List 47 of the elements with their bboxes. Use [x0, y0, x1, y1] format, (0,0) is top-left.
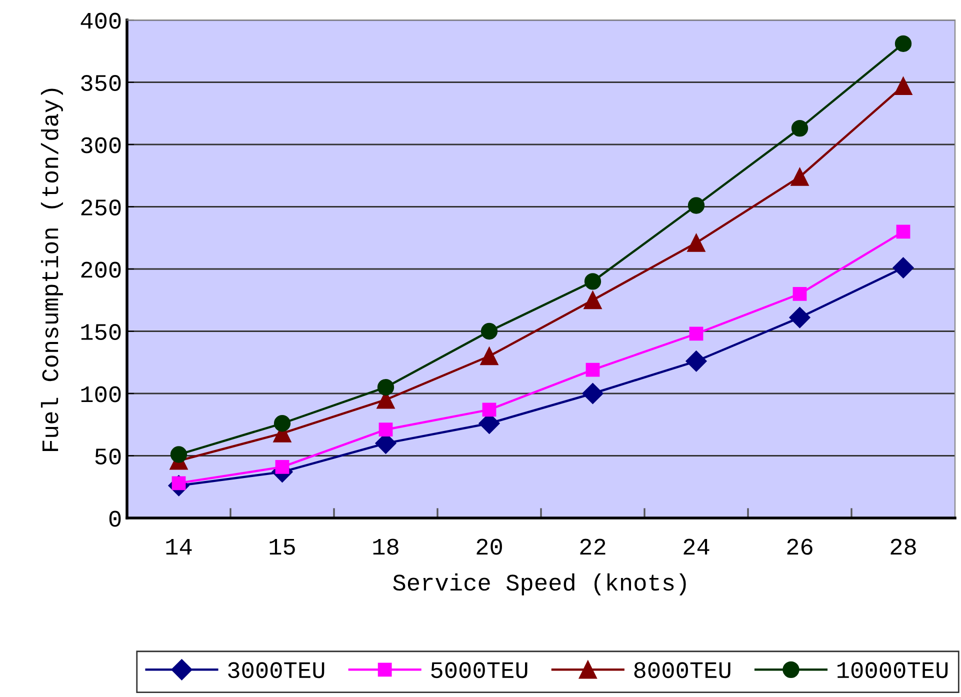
- point: [896, 224, 910, 239]
- point: [892, 257, 914, 278]
- y-tick-label: 200: [81, 262, 121, 278]
- x-tick-label: 15: [270, 539, 295, 555]
- point: [791, 120, 808, 137]
- x-tick-label: 20: [476, 538, 502, 555]
- point: [894, 35, 912, 52]
- point: [792, 286, 807, 301]
- y-tick-label: 350: [81, 75, 121, 92]
- point: [789, 307, 810, 328]
- point: [586, 362, 600, 377]
- legend-label: 3000TEU: [228, 662, 324, 678]
- y-tick-label: 50: [95, 448, 121, 465]
- y-tick-label: 300: [81, 137, 121, 154]
- y-axis-title: Fuel Consumption (ton/day): [40, 88, 63, 451]
- point: [377, 378, 394, 396]
- point: [480, 322, 498, 340]
- point: [482, 402, 496, 417]
- point: [689, 326, 704, 341]
- point: [894, 76, 912, 96]
- x-tick-label: 14: [166, 539, 192, 555]
- point: [378, 422, 393, 437]
- point: [274, 415, 291, 432]
- y-tick-label: 100: [81, 386, 121, 402]
- x-tick-label: 28: [890, 538, 916, 555]
- legend-label: 5000TEU: [431, 662, 528, 678]
- y-tick-label: 0: [109, 510, 121, 527]
- y-tick-label: 150: [81, 324, 121, 340]
- point: [688, 197, 705, 214]
- y-tick-label: 250: [81, 200, 121, 216]
- legend-label: 8000TEU: [634, 662, 730, 678]
- x-tick-label: 22: [580, 538, 606, 555]
- point: [480, 347, 498, 366]
- point: [790, 168, 809, 186]
- point: [584, 273, 602, 290]
- point: [687, 234, 706, 252]
- point: [170, 446, 188, 463]
- x-tick-label: 26: [787, 538, 812, 555]
- point: [686, 350, 707, 372]
- y-tick-label: 400: [80, 12, 121, 29]
- legend-label: 10000TEU: [838, 662, 948, 678]
- point: [275, 460, 290, 474]
- x-tick-label: 18: [373, 538, 398, 555]
- x-tick-label: 24: [684, 538, 710, 555]
- point: [584, 291, 602, 310]
- x-axis-title: Service Speed (knots): [393, 573, 686, 596]
- point: [582, 382, 604, 404]
